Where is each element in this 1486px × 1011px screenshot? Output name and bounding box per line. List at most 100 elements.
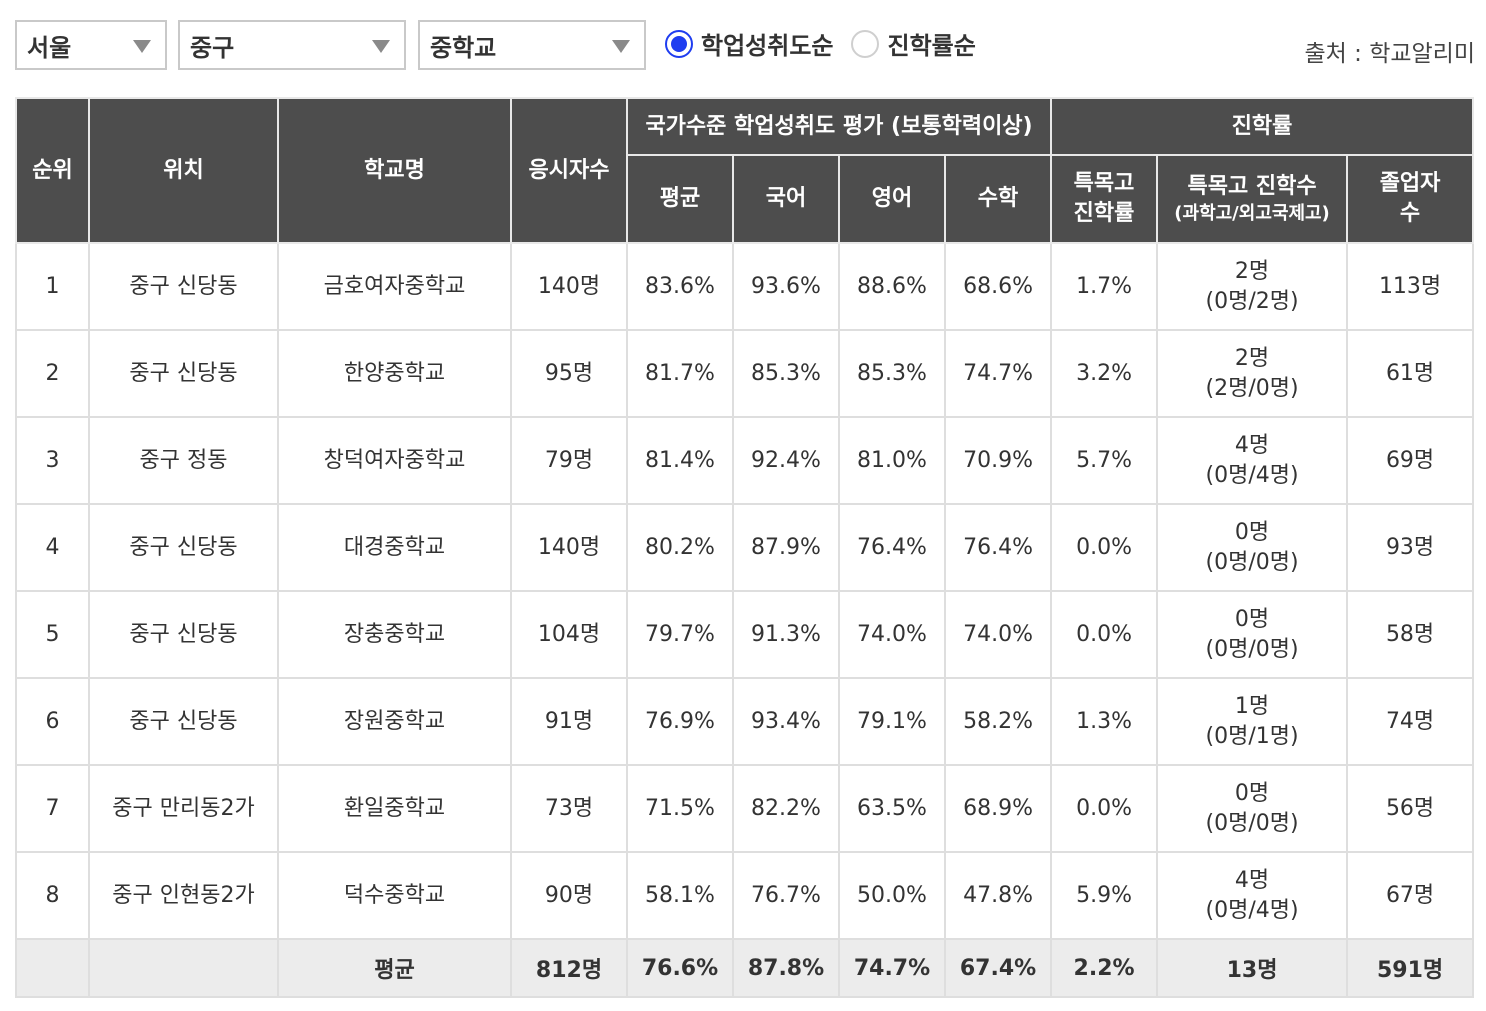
header-special-rate: 특목고 진학률	[1050, 154, 1159, 244]
footer-special-count: 13명	[1156, 938, 1349, 998]
cell-korean: 93.4%	[732, 677, 840, 766]
footer-special-rate: 2.2%	[1050, 938, 1159, 998]
special-count-value: 0명	[1234, 519, 1270, 545]
cell-graduates: 74명	[1346, 677, 1475, 766]
cell-special-rate: 1.7%	[1050, 242, 1159, 331]
cell-test-takers: 95명	[510, 329, 628, 418]
cell-math: 58.2%	[943, 677, 1053, 766]
footer-empty-location	[88, 938, 279, 998]
footer-empty-rank	[15, 938, 90, 998]
cell-graduates: 93명	[1346, 503, 1475, 592]
radio-selected-icon[interactable]	[665, 29, 693, 58]
cell-korean: 76.7%	[732, 851, 840, 940]
cell-school: 금호여자중학교	[277, 242, 512, 331]
cell-special-count: 2명 (0명/2명)	[1156, 242, 1349, 331]
cell-school: 덕수중학교	[277, 851, 512, 940]
footer-graduates: 591명	[1346, 938, 1475, 998]
cell-korean: 82.2%	[732, 764, 840, 853]
region-select-value: 서울	[27, 33, 72, 62]
cell-special-count: 4명 (0명/4명)	[1156, 416, 1349, 505]
district-select[interactable]: 중구	[178, 20, 406, 70]
special-count-value: 0명	[1234, 606, 1270, 632]
header-graduates-line2: 수	[1399, 201, 1421, 226]
radio-unselected-icon[interactable]	[851, 29, 880, 58]
header-graduates-line1: 졸업자	[1379, 171, 1441, 196]
special-count-detail: (0명/1명)	[1205, 723, 1299, 749]
cell-avg: 81.4%	[626, 416, 734, 505]
chevron-down-icon	[612, 40, 630, 53]
table-row[interactable]: 3 중구 정동 창덕여자중학교 79명 81.4% 92.4% 81.0% 70.9% 5.7%…	[15, 416, 1475, 505]
header-special-rate-line1: 특목고	[1073, 171, 1135, 196]
table-row[interactable]: 1 중구 신당동 금호여자중학교 140명 83.6% 93.6% 88.6% 68.6% 1.…	[15, 242, 1475, 331]
school-level-select[interactable]: 중학교	[418, 20, 646, 70]
special-count-value: 4명	[1234, 432, 1270, 458]
cell-math: 76.4%	[943, 503, 1053, 592]
cell-english: 76.4%	[838, 503, 946, 592]
cell-special-rate: 3.2%	[1050, 329, 1159, 418]
cell-location: 중구 만리동2가	[88, 764, 279, 853]
cell-avg: 71.5%	[626, 764, 734, 853]
header-special-count-label: 특목고 진학수	[1187, 174, 1317, 199]
header-rank: 순위	[15, 97, 90, 244]
cell-location: 중구 신당동	[88, 590, 279, 679]
cell-english: 50.0%	[838, 851, 946, 940]
cell-korean: 85.3%	[732, 329, 840, 418]
table-row[interactable]: 7 중구 만리동2가 환일중학교 73명 71.5% 82.2% 63.5% 68.9% 0.0…	[15, 764, 1475, 853]
cell-special-count: 4명 (0명/4명)	[1156, 851, 1349, 940]
cell-special-rate: 0.0%	[1050, 590, 1159, 679]
cell-math: 74.7%	[943, 329, 1053, 418]
region-select[interactable]: 서울	[15, 20, 167, 70]
cell-rank: 2	[15, 329, 90, 418]
cell-special-count: 0명 (0명/0명)	[1156, 503, 1349, 592]
cell-graduates: 58명	[1346, 590, 1475, 679]
sort-achievement-radio[interactable]: 학업성취도순	[665, 26, 833, 61]
cell-math: 47.8%	[943, 851, 1053, 940]
special-count-detail: (2명/0명)	[1205, 375, 1299, 401]
cell-test-takers: 90명	[510, 851, 628, 940]
cell-english: 81.0%	[838, 416, 946, 505]
sort-achievement-label: 학업성취도순	[701, 32, 834, 60]
table-row[interactable]: 8 중구 인현동2가 덕수중학교 90명 58.1% 76.7% 50.0% 47.8% 5.9…	[15, 851, 1475, 940]
cell-special-count: 0명 (0명/0명)	[1156, 764, 1349, 853]
table-row[interactable]: 5 중구 신당동 장충중학교 104명 79.7% 91.3% 74.0% 74.0% 0.0%…	[15, 590, 1475, 679]
table-row[interactable]: 4 중구 신당동 대경중학교 140명 80.2% 87.9% 76.4% 76.4% 0.0%…	[15, 503, 1475, 592]
sort-admission-radio[interactable]: 진학률순	[851, 26, 976, 61]
special-count-value: 1명	[1234, 693, 1270, 719]
school-level-select-value: 중학교	[430, 33, 497, 62]
cell-special-rate: 0.0%	[1050, 764, 1159, 853]
special-count-detail: (0명/0명)	[1205, 636, 1299, 662]
header-admission-group: 진학률	[1050, 97, 1475, 156]
cell-graduates: 69명	[1346, 416, 1475, 505]
cell-korean: 87.9%	[732, 503, 840, 592]
cell-math: 70.9%	[943, 416, 1053, 505]
cell-rank: 4	[15, 503, 90, 592]
header-special-count: 특목고 진학수 (과학고/외고국제고)	[1156, 154, 1349, 244]
cell-rank: 5	[15, 590, 90, 679]
filter-bar: 서울 중구 중학교 학업성취도순 진학률순 출처 : 학교알리미	[15, 20, 1475, 74]
cell-korean: 91.3%	[732, 590, 840, 679]
cell-graduates: 56명	[1346, 764, 1475, 853]
header-special-count-sub: (과학고/외고국제고)	[1174, 203, 1330, 224]
cell-location: 중구 신당동	[88, 503, 279, 592]
cell-rank: 7	[15, 764, 90, 853]
cell-location: 중구 신당동	[88, 677, 279, 766]
source-text: 출처 : 학교알리미	[1304, 41, 1476, 67]
sort-admission-label: 진학률순	[887, 32, 976, 60]
cell-english: 88.6%	[838, 242, 946, 331]
cell-graduates: 61명	[1346, 329, 1475, 418]
special-count-detail: (0명/0명)	[1205, 810, 1299, 836]
special-count-detail: (0명/0명)	[1205, 549, 1299, 575]
cell-school: 장충중학교	[277, 590, 512, 679]
special-count-value: 4명	[1234, 867, 1270, 893]
cell-school: 장원중학교	[277, 677, 512, 766]
table-row[interactable]: 2 중구 신당동 한양중학교 95명 81.7% 85.3% 85.3% 74.7% 3.2% 2…	[15, 329, 1475, 418]
cell-test-takers: 104명	[510, 590, 628, 679]
header-test-takers: 응시자수	[510, 97, 628, 244]
table-row[interactable]: 6 중구 신당동 장원중학교 91명 76.9% 93.4% 79.1% 58.2% 1.3% 1…	[15, 677, 1475, 766]
cell-special-count: 1명 (0명/1명)	[1156, 677, 1349, 766]
cell-special-rate: 1.3%	[1050, 677, 1159, 766]
cell-location: 중구 신당동	[88, 242, 279, 331]
special-count-value: 0명	[1234, 780, 1270, 806]
footer-test-takers: 812명	[510, 938, 628, 998]
header-english: 영어	[838, 154, 946, 244]
